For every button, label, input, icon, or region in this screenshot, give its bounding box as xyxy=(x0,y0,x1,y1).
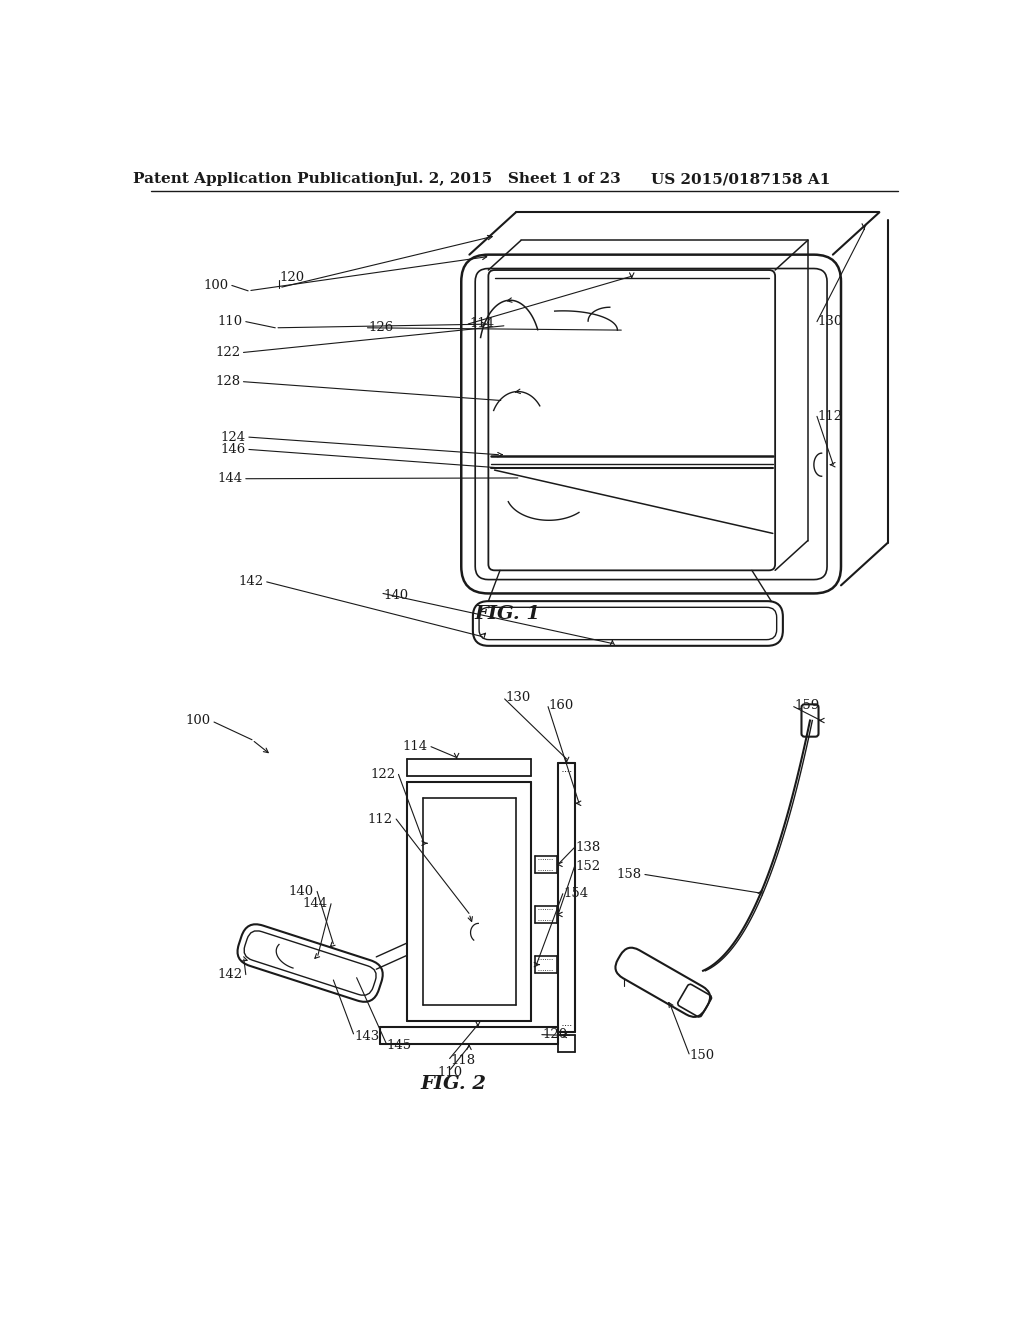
Text: Patent Application Publication: Patent Application Publication xyxy=(133,172,394,186)
Text: 130: 130 xyxy=(506,690,530,704)
Text: 130: 130 xyxy=(818,315,843,329)
Text: 112: 112 xyxy=(818,409,843,422)
Text: 122: 122 xyxy=(371,768,395,781)
Text: 154: 154 xyxy=(563,887,589,900)
Text: 100: 100 xyxy=(204,279,228,292)
Text: 145: 145 xyxy=(387,1039,412,1052)
Text: 144: 144 xyxy=(217,473,243,486)
Text: 124: 124 xyxy=(221,430,246,444)
Text: 144: 144 xyxy=(303,898,328,911)
Text: 142: 142 xyxy=(239,576,263,589)
Text: 138: 138 xyxy=(575,841,600,854)
Text: 110: 110 xyxy=(438,1065,463,1078)
Text: 140: 140 xyxy=(289,884,314,898)
Text: US 2015/0187158 A1: US 2015/0187158 A1 xyxy=(650,172,829,186)
Text: 122: 122 xyxy=(215,346,241,359)
Text: 143: 143 xyxy=(354,1030,380,1043)
Text: 110: 110 xyxy=(217,315,243,329)
Text: 158: 158 xyxy=(616,869,642,880)
Text: 152: 152 xyxy=(575,861,600,874)
Text: FIG. 2: FIG. 2 xyxy=(421,1074,486,1093)
Text: 140: 140 xyxy=(384,589,409,602)
Text: 112: 112 xyxy=(368,813,393,825)
Text: 146: 146 xyxy=(220,444,246,455)
Text: 120: 120 xyxy=(280,271,304,284)
Text: 142: 142 xyxy=(217,968,243,981)
Text: 120: 120 xyxy=(543,1028,567,1041)
Text: FIG. 1: FIG. 1 xyxy=(475,606,541,623)
Text: 150: 150 xyxy=(690,1049,715,1063)
Text: 118: 118 xyxy=(451,1055,475,1068)
Text: 159: 159 xyxy=(795,698,820,711)
Text: 114: 114 xyxy=(469,317,495,330)
Text: 160: 160 xyxy=(549,698,574,711)
Text: 114: 114 xyxy=(402,741,428,754)
Text: 126: 126 xyxy=(369,321,393,334)
Text: 128: 128 xyxy=(215,375,241,388)
Text: 100: 100 xyxy=(185,714,211,727)
Text: Jul. 2, 2015   Sheet 1 of 23: Jul. 2, 2015 Sheet 1 of 23 xyxy=(394,172,622,186)
